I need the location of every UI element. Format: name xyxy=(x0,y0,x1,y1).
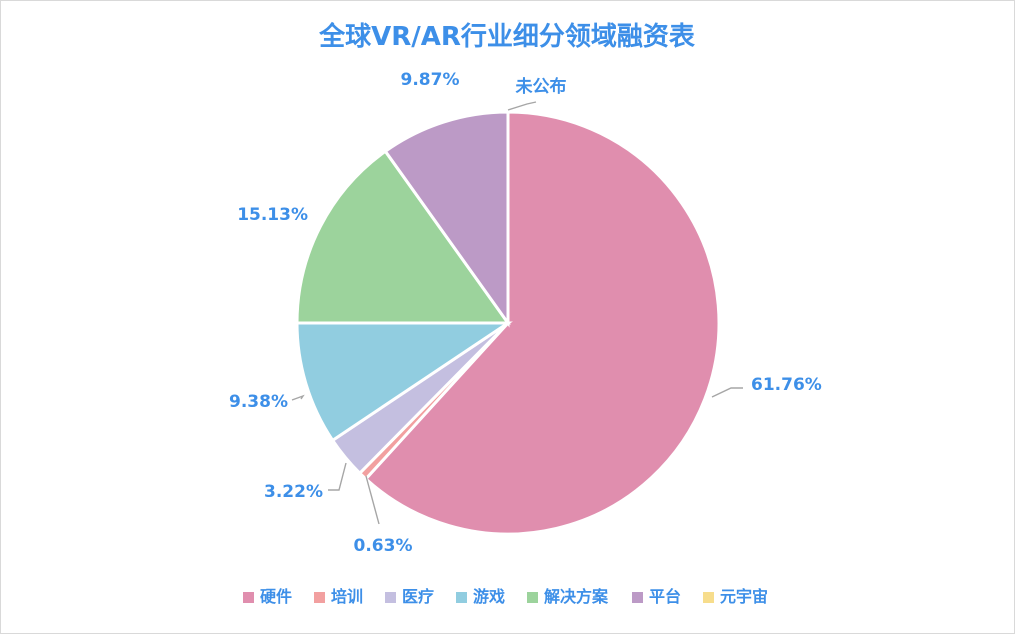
data-label-解决方案: 15.13% xyxy=(237,205,308,225)
data-label-元宇宙: 未公布 xyxy=(515,76,567,97)
chart-title: 全球VR/AR行业细分领域融资表 xyxy=(318,21,696,52)
legend-swatch-硬件[interactable] xyxy=(243,592,254,603)
legend-label-游戏[interactable]: 游戏 xyxy=(473,587,505,606)
legend-label-元宇宙[interactable]: 元宇宙 xyxy=(720,587,768,606)
leader-line-元宇宙 xyxy=(507,101,537,111)
legend-swatch-元宇宙[interactable] xyxy=(703,592,714,603)
legend: 硬件 培训 医疗 游戏 解决方案 平台 元宇宙 xyxy=(243,587,768,606)
data-labels: 61.76% 0.63% 3.22% 9.38% 15.13% 9.87% 未公布 xyxy=(229,70,822,556)
legend-label-解决方案[interactable]: 解决方案 xyxy=(544,587,609,606)
pie-slice-硬件[interactable] xyxy=(363,110,721,536)
leader-line-培训 xyxy=(365,475,380,525)
data-label-游戏: 9.38% xyxy=(229,392,288,412)
data-label-医疗: 3.22% xyxy=(264,482,323,502)
data-label-平台: 9.87% xyxy=(401,70,460,90)
legend-label-平台[interactable]: 平台 xyxy=(649,587,681,606)
legend-label-医疗[interactable]: 医疗 xyxy=(402,587,434,606)
legend-label-硬件[interactable]: 硬件 xyxy=(260,587,292,606)
pie-slice-平台[interactable] xyxy=(383,110,510,328)
leader-line-医疗 xyxy=(328,462,347,491)
legend-swatch-解决方案[interactable] xyxy=(527,592,538,603)
legend-swatch-游戏[interactable] xyxy=(456,592,467,603)
legend-swatch-医疗[interactable] xyxy=(385,592,396,603)
leader-line-游戏 xyxy=(291,394,305,401)
data-label-培训: 0.63% xyxy=(354,536,413,556)
pie-slice-游戏[interactable] xyxy=(295,321,513,443)
pie-slices xyxy=(295,110,721,536)
legend-swatch-培训[interactable] xyxy=(314,592,325,603)
data-label-硬件: 61.76% xyxy=(751,375,822,395)
legend-swatch-平台[interactable] xyxy=(632,592,643,603)
label-leaders xyxy=(291,101,743,525)
legend-label-培训[interactable]: 培训 xyxy=(331,587,363,606)
pie-slice-解决方案[interactable] xyxy=(295,149,511,325)
leader-line-硬件 xyxy=(711,387,743,398)
